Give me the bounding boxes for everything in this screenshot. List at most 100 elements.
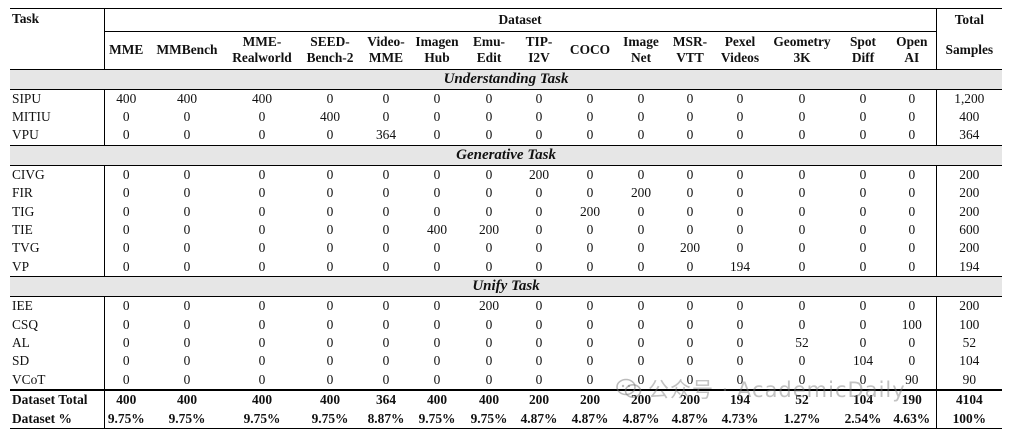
count-cell: 0 <box>485 371 493 387</box>
count-cell: 0 <box>859 371 867 387</box>
task-name-cell: AL <box>12 334 30 350</box>
section-header-row: Unify Task <box>10 276 1003 297</box>
task-row: TIE 0 0 0 0 0 400 200 0 0 0 0 0 0 0 0 600 <box>10 220 1003 240</box>
column-header-line2: VTT <box>676 50 704 65</box>
count-cell: 0 <box>637 127 645 143</box>
total-cell: 400 <box>935 107 1003 127</box>
count-cell: 0 <box>798 316 806 332</box>
count-cell: 0 <box>908 166 916 182</box>
count-cell: 0 <box>382 166 390 182</box>
count-cell: 4.87% <box>671 410 709 426</box>
count-cell: 0 <box>859 221 867 237</box>
count-cell: 104 <box>852 392 874 408</box>
count-cell: 200 <box>478 221 500 237</box>
count-cell: 0 <box>686 127 694 143</box>
count-cell: 0 <box>326 90 334 106</box>
task-name-cell: TIG <box>12 203 35 219</box>
count-cell: 9.75% <box>243 410 281 426</box>
section-header-row: Generative Task <box>10 145 1003 166</box>
count-cell: 0 <box>326 298 334 314</box>
count-cell: 200 <box>630 392 652 408</box>
column-header-line1: MME <box>109 42 144 57</box>
dataset-statistics-table-container: Task Dataset Total MME MMBench MME- Realwor… <box>10 8 1003 429</box>
task-name-cell: CIVG <box>12 166 45 182</box>
count-cell: 0 <box>535 298 543 314</box>
count-cell: 0 <box>586 353 594 369</box>
count-cell: 0 <box>382 185 390 201</box>
column-header-line1: Video- <box>367 34 405 49</box>
count-cell: 0 <box>736 185 744 201</box>
count-cell: 0 <box>183 258 191 274</box>
dataset-column-header: Emu- Edit <box>464 31 514 69</box>
count-cell: 0 <box>586 316 594 332</box>
count-cell: 0 <box>183 316 191 332</box>
count-cell: 0 <box>183 371 191 387</box>
task-name-cell: CSQ <box>12 316 39 332</box>
count-cell: 0 <box>859 240 867 256</box>
count-cell: 400 <box>319 392 341 408</box>
count-cell: 0 <box>326 353 334 369</box>
task-row: VPU 0 0 0 0 364 0 0 0 0 0 0 0 0 0 0 364 <box>10 126 1003 146</box>
count-cell: 0 <box>859 316 867 332</box>
task-name-cell: IEE <box>12 298 33 314</box>
count-cell: 0 <box>736 298 744 314</box>
count-cell: 0 <box>258 240 266 256</box>
dataset-column-header: MME- Realworld <box>226 31 298 69</box>
task-name-cell: VP <box>12 258 30 274</box>
count-cell: 0 <box>382 298 390 314</box>
count-cell: 0 <box>798 166 806 182</box>
count-cell: 0 <box>382 334 390 350</box>
dataset-column-header: TIP- I2V <box>514 31 564 69</box>
count-cell: 400 <box>251 90 273 106</box>
count-cell: 0 <box>859 166 867 182</box>
count-cell: 0 <box>859 258 867 274</box>
dataset-header: Dataset <box>103 8 937 32</box>
count-cell: 0 <box>686 371 694 387</box>
count-cell: 0 <box>798 371 806 387</box>
count-cell: 0 <box>103 333 148 353</box>
column-header-line2: AI <box>904 50 920 65</box>
count-cell: 200 <box>630 185 652 201</box>
count-cell: 0 <box>433 127 441 143</box>
count-cell: 0 <box>908 185 916 201</box>
task-name-cell: MITIU <box>12 108 51 124</box>
count-cell: 0 <box>433 371 441 387</box>
count-cell: 0 <box>433 108 441 124</box>
count-cell: 0 <box>103 370 148 391</box>
count-cell: 1.27% <box>783 410 821 426</box>
count-cell: 0 <box>686 166 694 182</box>
count-cell: 0 <box>183 298 191 314</box>
count-cell: 0 <box>326 166 334 182</box>
total-cell: 200 <box>935 184 1003 203</box>
count-cell: 4.87% <box>571 410 609 426</box>
count-cell: 0 <box>637 108 645 124</box>
column-header-line1: Imagen <box>415 34 459 49</box>
count-cell: 190 <box>901 392 922 408</box>
count-cell: 0 <box>736 240 744 256</box>
task-row: SD 0 0 0 0 0 0 0 0 0 0 0 0 0 104 0 104 <box>10 352 1003 371</box>
count-cell: 0 <box>433 203 441 219</box>
count-cell: 400 <box>176 392 198 408</box>
section-title: Unify Task <box>10 276 1003 297</box>
count-cell: 0 <box>183 185 191 201</box>
column-header-line2: I2V <box>528 50 550 65</box>
column-header-line1: Image <box>623 34 659 49</box>
count-cell: 0 <box>686 258 694 274</box>
count-cell: 0 <box>908 108 916 124</box>
count-cell: 0 <box>258 127 266 143</box>
count-cell: 0 <box>686 316 694 332</box>
count-cell: 104 <box>852 353 874 369</box>
count-cell: 400 <box>426 392 448 408</box>
count-cell: 200 <box>579 392 601 408</box>
count-cell: 0 <box>908 240 916 256</box>
count-cell: 4.87% <box>622 410 660 426</box>
task-row: SIPU 400 400 400 0 0 0 0 0 0 0 0 0 0 0 0 1,200 <box>10 89 1003 108</box>
count-cell: 0 <box>535 108 543 124</box>
count-cell: 0 <box>485 127 493 143</box>
count-cell: 0 <box>637 316 645 332</box>
total-header-line1: Total <box>935 8 1003 31</box>
count-cell: 0 <box>586 258 594 274</box>
count-cell: 0 <box>258 258 266 274</box>
count-cell: 0 <box>326 185 334 201</box>
column-header-line1: Pexel <box>724 34 756 49</box>
